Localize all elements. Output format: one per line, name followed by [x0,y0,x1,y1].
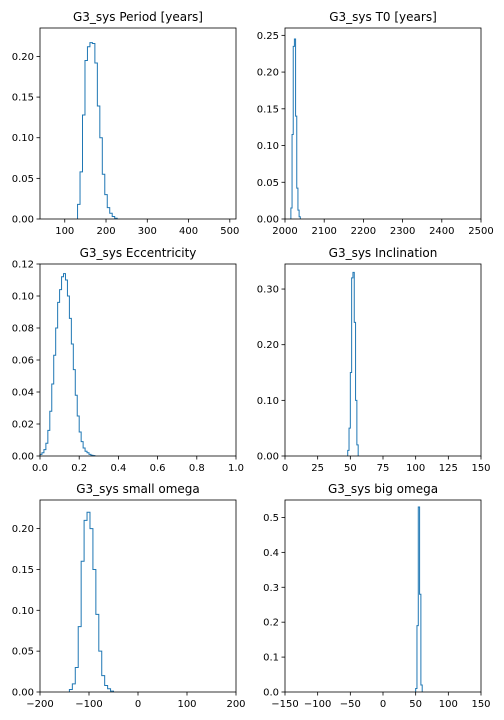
x-tick-label: 150 [471,463,490,474]
x-tick-label: 100 [177,699,196,710]
chart-title: G3_sys T0 [years] [329,10,437,24]
y-tick-label: 0.12 [12,260,34,271]
x-tick-label: 75 [377,463,390,474]
y-tick-label: 0.02 [12,420,34,431]
y-tick-label: 0.00 [12,215,34,226]
chart-panel: 0 25 50 75 100 125 150 0.00 0.10 0.20 0.30 G3_sys I… [257,246,491,474]
y-tick-label: 0.3 [263,583,279,594]
x-tick-label: 500 [220,226,239,237]
axes-frame [39,263,237,457]
chart-panel: 100 200 300 400 500 0.00 0.05 0.10 0.15 0.20 G3_sy… [12,10,240,237]
histogram-series [347,271,359,456]
y-tick-label: 0.20 [12,524,34,535]
x-tick-label: −150 [271,699,298,710]
x-tick-label: 0.2 [71,463,87,474]
axes-frame [284,499,482,693]
histogram-series [39,273,96,457]
x-tick-label: 2500 [468,226,493,237]
y-tick-label: 0.20 [12,52,34,63]
x-tick-label: 2000 [272,226,297,237]
x-tick-label: 2400 [429,226,454,237]
y-tick-label: 0.10 [257,396,279,407]
x-tick-label: 0.0 [32,463,48,474]
y-tick-label: 0.08 [12,324,34,335]
chart-panel: −200 −100 0 100 200 0.00 0.05 0.10 0.15 0.20 G3_sy… [12,482,246,710]
x-tick-label: 50 [409,699,422,710]
x-tick-label: −100 [304,699,331,710]
x-tick-label: 2100 [311,226,336,237]
y-tick-label: 0.15 [12,93,34,104]
y-tick-label: 0.25 [257,31,279,42]
chart-panel: −150 −100 −50 0 50 100 150 0.0 0.1 0.2 0.3 0.4 0.5 G3… [263,482,490,710]
y-tick-label: 0.05 [12,174,34,185]
x-tick-label: 200 [96,226,115,237]
x-tick-label: 0.8 [189,463,205,474]
x-tick-label: 300 [138,226,157,237]
chart-title: G3_sys small omega [76,482,200,496]
x-tick-label: 100 [55,226,74,237]
x-tick-label: 100 [439,699,458,710]
x-tick-label: 1.0 [228,463,244,474]
y-tick-label: 0.5 [263,513,279,524]
x-tick-label: 150 [471,699,490,710]
chart-title: G3_sys Period [years] [73,10,203,24]
x-tick-label: 125 [439,463,458,474]
x-tick-label: 0 [282,463,288,474]
x-tick-label: 0 [135,699,141,710]
x-tick-label: −200 [26,699,53,710]
y-tick-label: 0.10 [257,141,279,152]
y-tick-label: 0.05 [12,647,34,658]
y-tick-label: 0.00 [12,688,34,699]
histogram-series [77,42,118,219]
x-tick-label: −50 [340,699,361,710]
chart-title: G3_sys Eccentricity [80,246,197,260]
x-tick-label: 50 [344,463,357,474]
chart-panel: 0.0 0.2 0.4 0.6 0.8 1.0 0.00 0.02 0.04 0.06 0.08 0.… [12,246,244,474]
x-tick-label: 100 [406,463,425,474]
x-tick-label: 400 [179,226,198,237]
y-tick-label: 0.05 [257,178,279,189]
x-tick-label: 200 [226,699,245,710]
x-tick-label: 0 [380,699,386,710]
y-tick-label: 0.4 [263,548,279,559]
axes-frame [284,263,482,457]
y-tick-label: 0.20 [257,340,279,351]
axes-frame [39,499,237,693]
x-tick-label: −100 [75,699,102,710]
y-tick-label: 0.20 [257,68,279,79]
y-tick-label: 0.00 [12,452,34,463]
axes-frame [284,27,482,220]
histogram-series [290,38,301,219]
y-tick-label: 0.10 [12,606,34,617]
histogram-series [415,506,423,692]
histogram-series [68,511,114,692]
x-tick-label: 0.6 [150,463,166,474]
chart-panel: 2000 2100 2200 2300 2400 2500 0.00 0.05 0.10 0.15… [257,10,494,237]
y-tick-label: 0.04 [12,388,34,399]
y-tick-label: 0.30 [257,285,279,296]
y-tick-label: 0.10 [12,133,34,144]
x-tick-label: 25 [311,463,324,474]
y-tick-label: 0.06 [12,356,34,367]
y-tick-label: 0.15 [257,104,279,115]
chart-title: G3_sys Inclination [329,246,438,260]
chart-title: G3_sys big omega [328,482,438,496]
y-tick-label: 0.15 [12,565,34,576]
x-tick-label: 0.4 [110,463,126,474]
x-tick-label: 2200 [351,226,376,237]
y-tick-label: 0.1 [263,653,279,664]
axes-frame [39,27,237,220]
y-tick-label: 0.00 [257,215,279,226]
y-tick-label: 0.0 [263,688,279,699]
y-tick-label: 0.10 [12,292,34,303]
y-tick-label: 0.00 [257,452,279,463]
y-tick-label: 0.2 [263,618,279,629]
x-tick-label: 2300 [390,226,415,237]
